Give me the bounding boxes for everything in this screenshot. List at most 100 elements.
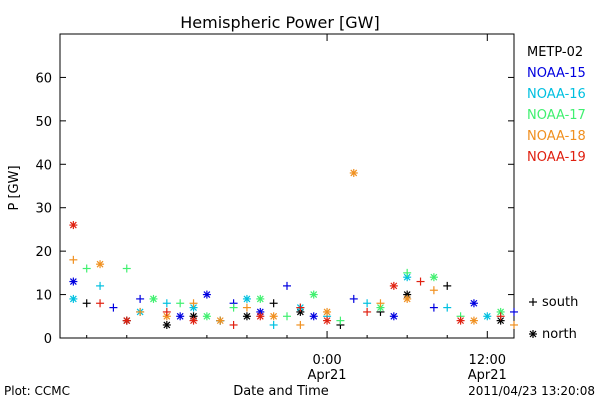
data-point-north [469,299,478,308]
chart-title: Hemispheric Power [GW] [180,13,379,32]
data-point-north [189,316,198,325]
data-point-north [323,316,332,325]
data-point-south [176,299,185,308]
y-tick-label: 40 [35,158,52,173]
y-tick-label: 50 [35,115,52,130]
data-point-north [469,316,478,325]
legend-item: NOAA-19 [527,150,586,165]
data-point-north [309,312,318,321]
data-points [69,168,518,329]
data-point-north [376,303,385,312]
data-point-south [363,299,372,308]
data-point-north [429,273,438,282]
data-point-north [323,307,332,316]
data-point-south [376,299,385,308]
data-point-south [136,307,145,316]
legend-item: NOAA-15 [527,66,586,81]
legend-item: NOAA-17 [527,108,586,123]
data-point-north [216,316,225,325]
data-point-south [242,303,251,312]
data-point-south [283,312,291,321]
marker-legend-label: south [542,295,578,310]
legend-item: NOAA-18 [527,129,586,144]
data-point-south [229,303,238,312]
marker-legend: south north [529,295,578,342]
data-point-north [69,277,78,286]
x-axis-label: Date and Time [233,384,329,399]
data-point-south [296,320,305,329]
legend: METP-02 NOAA-15 NOAA-16 NOAA-17 NOAA-18 NOAA-… [527,45,586,165]
y-tick-label: 0 [44,332,52,347]
data-point-north [242,294,251,303]
data-point-south [403,268,412,277]
data-point-north [162,312,171,321]
data-point-south [416,277,425,286]
data-point-south [109,303,118,312]
data-point-north [176,312,185,321]
data-point-south [443,281,452,290]
data-point-north [309,290,318,299]
data-point-north [403,294,412,303]
data-point-south [510,307,518,316]
plot-frame [59,33,515,339]
data-point-north [96,260,105,269]
y-axis: 0 10 20 30 40 50 60 [35,71,514,347]
data-point-south [269,320,278,329]
data-point-north [202,312,211,321]
y-tick-label: 10 [35,289,52,304]
footer-plot-source: Plot: CCMC [4,384,70,398]
data-point-south [82,299,91,308]
data-point-north [162,320,171,329]
data-point-south [136,294,145,303]
data-point-north [202,290,211,299]
legend-item: METP-02 [527,45,583,60]
y-axis-label: P [GW] [7,165,22,210]
y-tick-label: 30 [35,202,52,217]
data-point-south [96,299,105,308]
y-tick-label: 20 [35,245,52,260]
data-point-south [429,303,438,312]
data-point-north [483,312,492,321]
data-point-south [96,281,105,290]
data-point-north [389,312,398,321]
x-tick-date-label: Apr21 [468,368,507,383]
x-tick-date-label: Apr21 [308,368,347,383]
data-point-north [256,312,265,321]
data-point-south [296,303,305,312]
marker-legend-item: north [529,327,577,342]
data-point-south [283,281,291,290]
data-point-south [496,312,505,321]
x-axis: 0:00Apr2112:00Apr210:00Apr2212:00Apr220:… [86,34,507,383]
data-point-south [82,264,91,273]
data-point-north [122,316,131,325]
data-point-south [162,299,171,308]
legend-item: NOAA-16 [527,87,586,102]
data-point-south [269,299,278,308]
x-tick-time-label: 0:00 [312,353,341,368]
data-point-south [69,255,78,264]
y-tick-label: 60 [35,71,52,86]
data-point-north [389,281,398,290]
data-point-south [189,299,198,308]
data-point-north [149,294,158,303]
data-point-south [443,303,452,312]
data-point-north [349,168,358,177]
data-point-south [162,307,171,316]
data-point-north [456,316,465,325]
data-point-south [429,286,438,295]
data-point-south [229,320,238,329]
data-point-north [242,312,251,321]
data-point-south [122,264,131,273]
x-tick-time-label: 12:00 [469,353,506,368]
footer-timestamp: 2011/04/23 13:20:08 [468,384,595,398]
data-point-south [336,316,345,325]
data-point-north [269,312,278,321]
data-point-south [363,307,372,316]
data-point-north [256,294,265,303]
marker-legend-item: south [529,295,578,310]
marker-legend-label: north [542,327,577,342]
data-point-north [69,294,78,303]
data-point-south [510,320,518,329]
data-point-south [349,294,358,303]
